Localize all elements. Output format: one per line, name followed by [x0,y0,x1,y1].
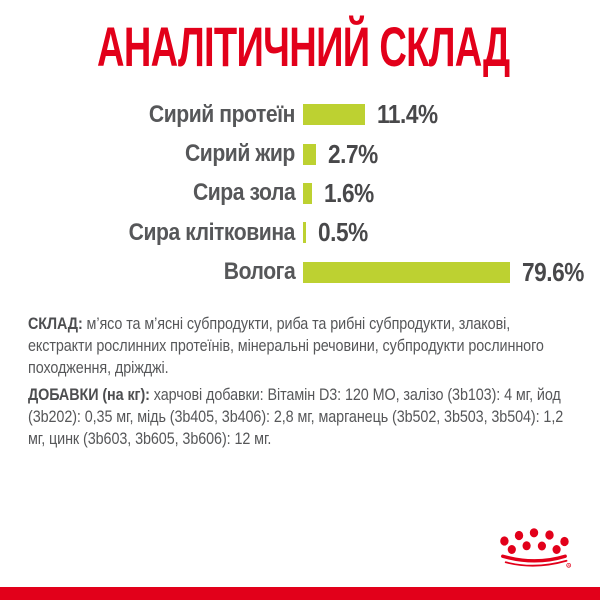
page-title-text: АНАЛІТИЧНИЙ СКЛАД [97,15,510,78]
bar-value: 1.6% [324,177,374,208]
bar-crude-ash [303,182,312,204]
bar-moisture [303,261,510,283]
bar-label: Волога [223,258,295,286]
footer-red-band [0,587,600,600]
analytical-composition-bar-chart: Сирий протеїн 11.4% Сирий жир 2.7% Сира … [0,95,600,292]
svg-text:R: R [568,563,571,567]
composition-body: м’ясо та м’ясні субпродукти, риба та риб… [28,314,544,377]
bar-value: 0.5% [318,217,368,248]
bar-value: 79.6% [522,256,584,287]
composition-lead: СКЛАД: [28,314,83,333]
chart-row-crude-ash: Сира зола 1.6% [0,174,600,213]
chart-row-crude-protein: Сирий протеїн 11.4% [0,95,600,134]
royal-canin-crown-logo: R [500,528,572,568]
chart-row-crude-fiber: Сира клітковина 0.5% [0,213,600,252]
chart-row-crude-fat: Сирий жир 2.7% [0,134,600,173]
additives-lead: ДОБАВКИ (на кг): [28,385,150,404]
bar-value: 2.7% [328,138,378,169]
bar-label: Сирий протеїн [148,100,296,128]
bar-crude-fiber [303,222,306,244]
bar-value: 11.4% [377,99,438,130]
bar-label: Сира зола [192,179,296,207]
ingredients-sections: СКЛАД: м’ясо та м’ясні субпродукти, риба… [28,313,577,450]
additives-paragraph: ДОБАВКИ (на кг): харчові добавки: Вітамі… [28,384,577,450]
bar-label: Сирий жир [185,140,295,168]
page-title: АНАЛІТИЧНИЙ СКЛАД [0,15,600,78]
bar-crude-protein [303,104,365,126]
chart-row-moisture: Волога 79.6% [0,253,600,292]
bar-crude-fat [303,143,316,165]
composition-paragraph: СКЛАД: м’ясо та м’ясні субпродукти, риба… [28,313,577,379]
additives-body: харчові добавки: Вітамін D3: 120 МО, зал… [28,385,564,448]
bar-label: Сира клітковина [128,218,296,246]
